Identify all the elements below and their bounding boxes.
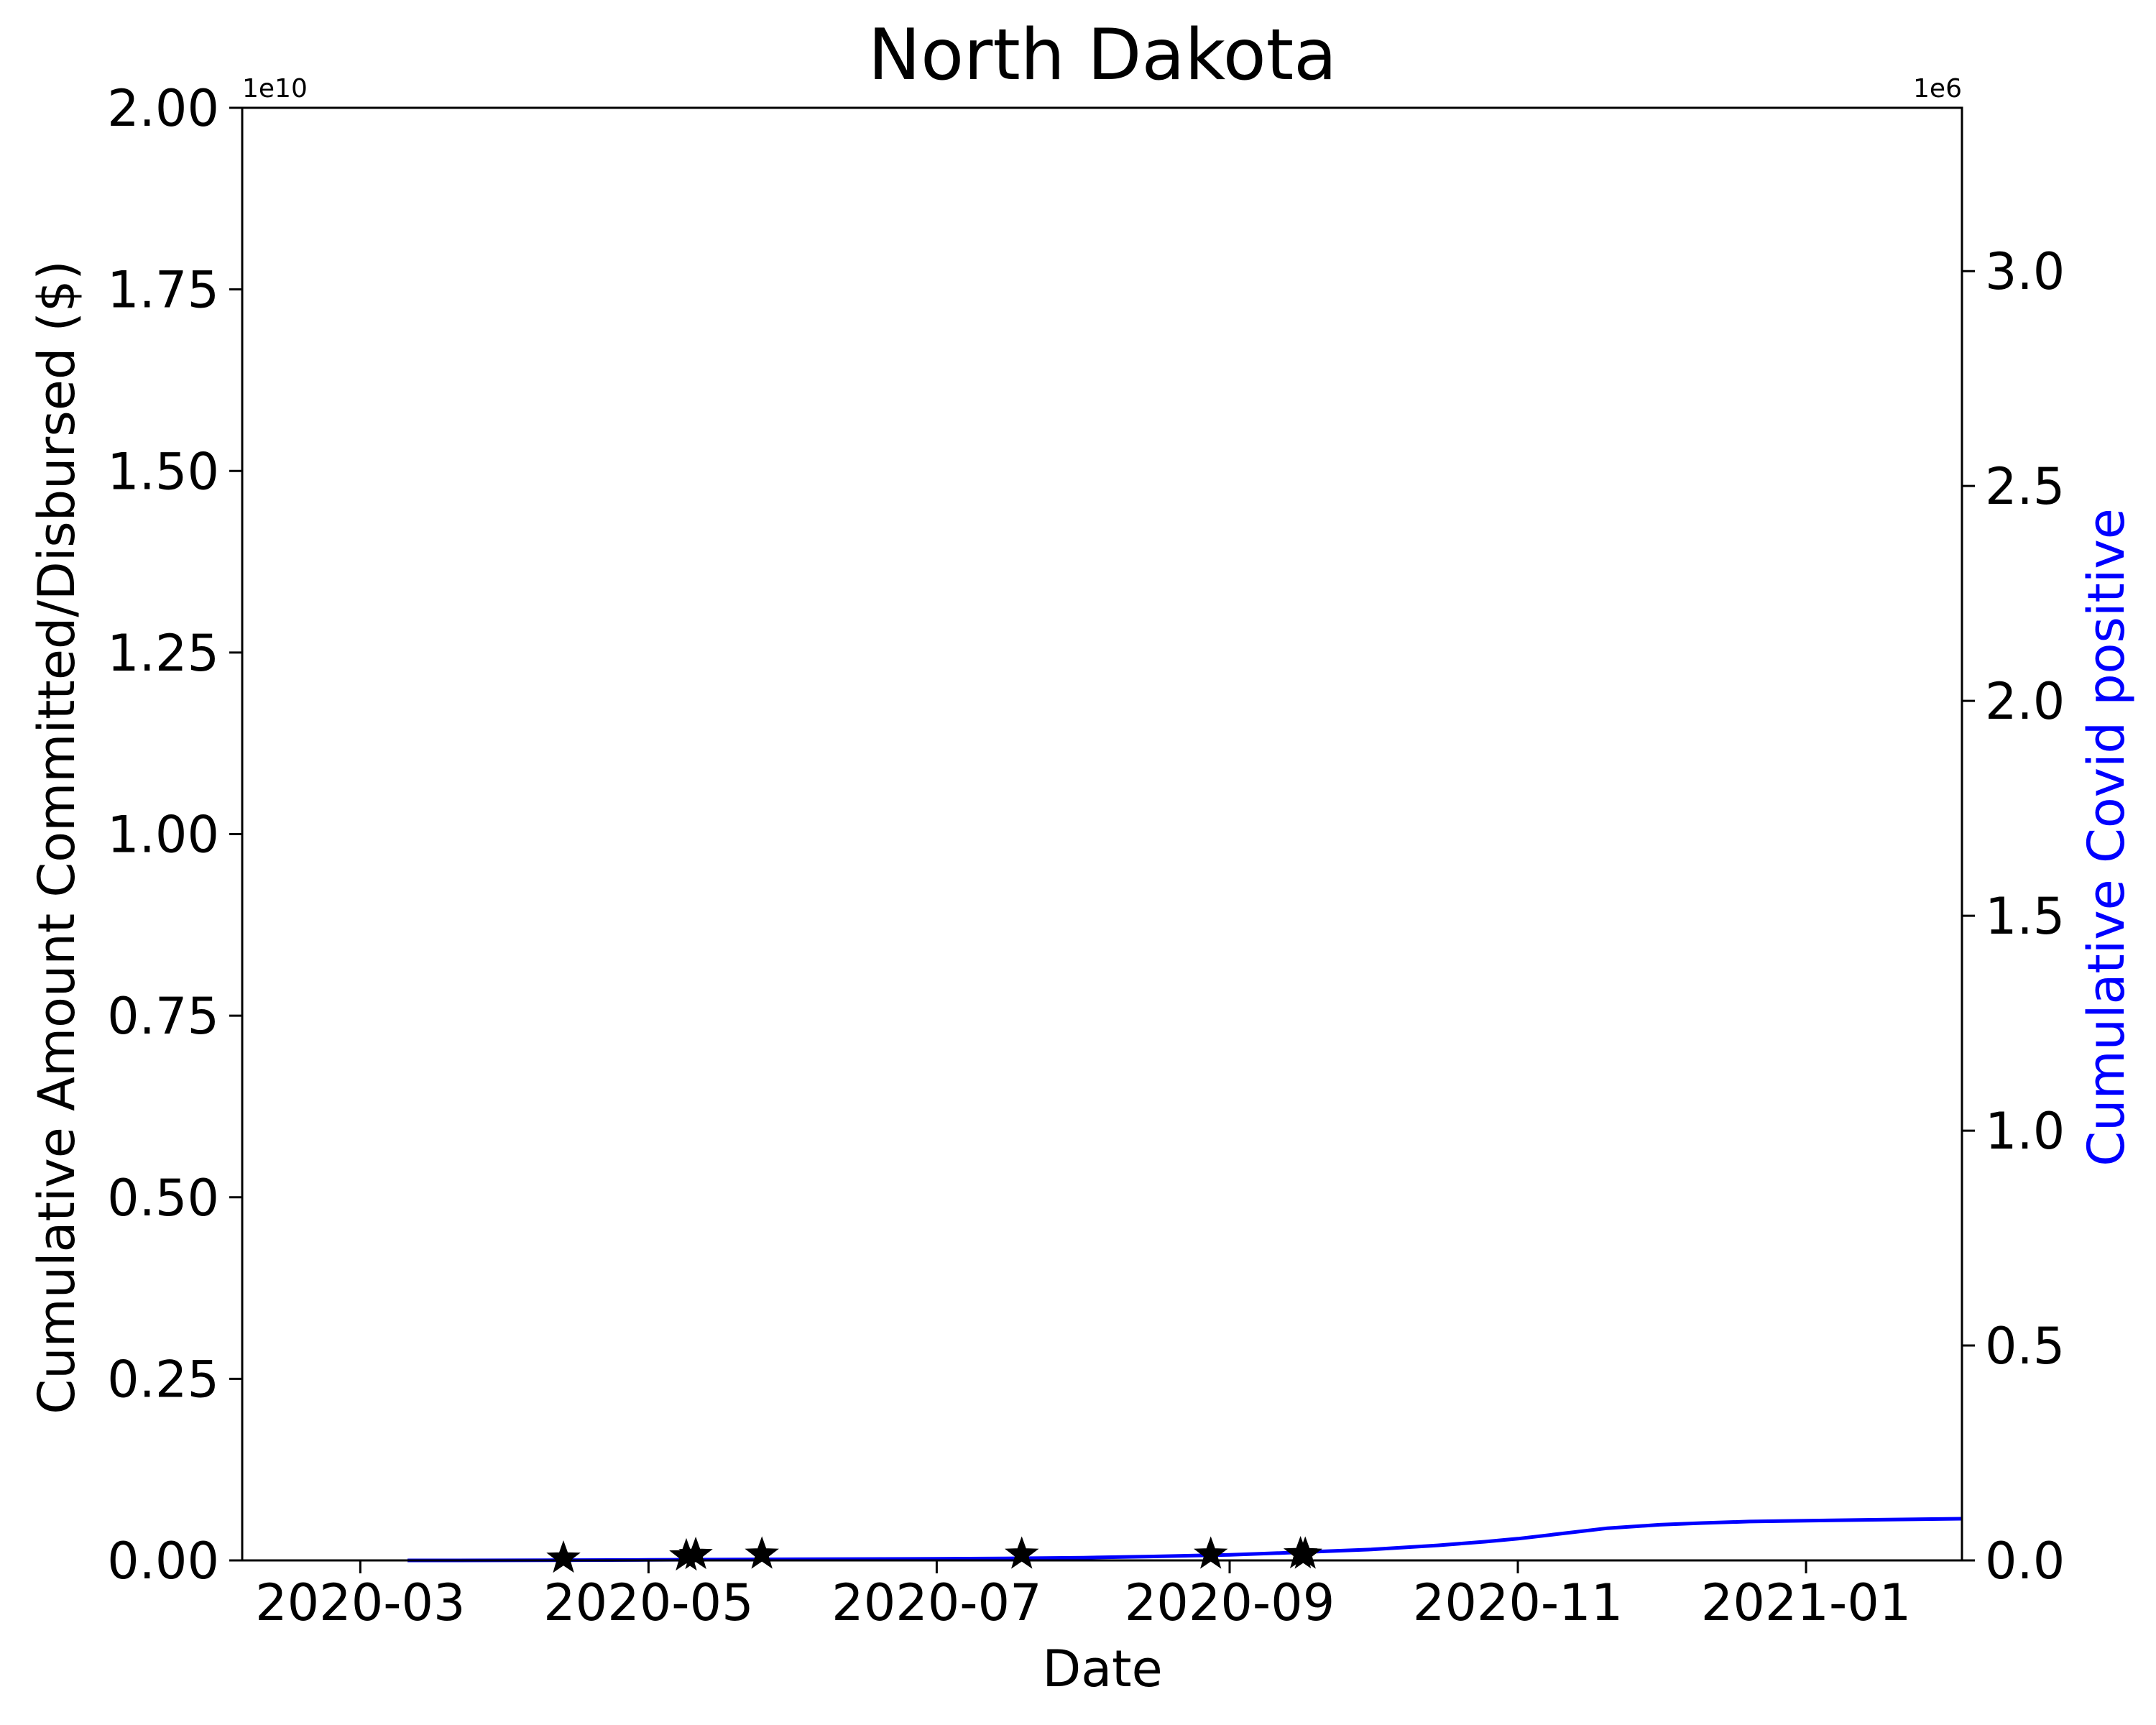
y2-tick-label: 2.0 <box>1985 672 2065 731</box>
chart-title: North Dakota <box>868 14 1337 96</box>
x-tick-label: 2020-03 <box>255 1573 465 1632</box>
x-tick-label: 2020-07 <box>831 1573 1041 1632</box>
x-tick-label: 2021-01 <box>1701 1573 1911 1632</box>
y-tick-label: 1.75 <box>107 261 219 320</box>
y2-offset-label: 1e6 <box>1913 74 1962 104</box>
x-tick-label: 2020-11 <box>1413 1573 1623 1632</box>
y-tick-label: 0.00 <box>107 1532 219 1591</box>
y-axis-ticks: 0.00 0.25 0.50 0.75 1.00 1.25 1.50 1.75 2.00 <box>107 79 242 1591</box>
covid-positive-line <box>407 1517 1963 1563</box>
y-axis-label: Cumulative Amount Committed/Disbursed ($… <box>27 260 86 1414</box>
x-tick-label: 2020-09 <box>1125 1573 1335 1632</box>
y-tick-label: 1.50 <box>107 442 219 501</box>
y2-tick-label: 3.0 <box>1985 242 2065 301</box>
y-tick-label: 0.50 <box>107 1169 219 1228</box>
x-axis-label: Date <box>1042 1639 1162 1698</box>
y-tick-label: 0.75 <box>107 987 219 1046</box>
y2-tick-label: 2.5 <box>1985 457 2065 516</box>
y2-axis-label: Cumulative Covid positive <box>2077 508 2136 1167</box>
y2-tick-label: 0.5 <box>1985 1317 2065 1376</box>
y-tick-label: 1.25 <box>107 624 219 683</box>
y2-tick-label: 0.0 <box>1985 1532 2065 1591</box>
y-tick-label: 0.25 <box>107 1350 219 1409</box>
x-tick-label: 2020-05 <box>543 1573 753 1632</box>
y2-tick-label: 1.0 <box>1985 1102 2065 1161</box>
y-offset-label: 1e10 <box>242 74 308 104</box>
y2-tick-label: 1.5 <box>1985 887 2065 946</box>
y-tick-label: 2.00 <box>107 79 219 138</box>
y2-axis-ticks: 0.0 0.5 1.0 1.5 2.0 2.5 3.0 <box>1962 242 2065 1591</box>
x-axis-ticks: 2020-03 2020-05 2020-07 2020-09 2020-11 2021-… <box>255 1560 1911 1632</box>
y-tick-label: 1.00 <box>107 806 219 865</box>
funding-star-marker <box>546 1540 581 1573</box>
